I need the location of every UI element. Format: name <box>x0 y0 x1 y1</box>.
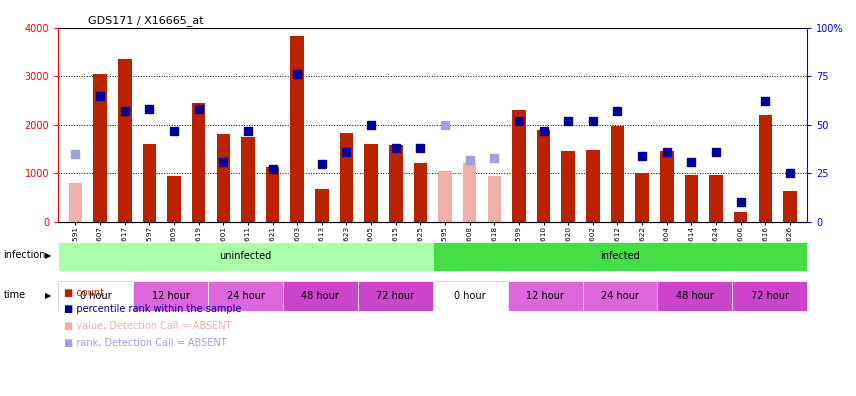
Bar <box>537 129 550 222</box>
Bar <box>586 150 600 222</box>
Bar <box>217 134 230 222</box>
Bar <box>660 151 674 222</box>
Text: infected: infected <box>600 251 639 261</box>
Text: infection: infection <box>3 250 46 261</box>
Bar <box>192 103 205 222</box>
Text: ▶: ▶ <box>45 291 51 299</box>
Text: ■ rank, Detection Call = ABSENT: ■ rank, Detection Call = ABSENT <box>64 337 227 348</box>
Bar <box>438 171 452 222</box>
Text: ■ count: ■ count <box>64 287 104 298</box>
Bar <box>365 144 377 222</box>
Text: ■ percentile rank within the sample: ■ percentile rank within the sample <box>64 304 241 314</box>
Bar <box>734 212 747 222</box>
Bar <box>413 163 427 222</box>
Text: 24 hour: 24 hour <box>601 291 639 301</box>
Text: 72 hour: 72 hour <box>377 291 414 301</box>
Text: GDS171 / X16665_at: GDS171 / X16665_at <box>88 15 204 27</box>
Bar <box>657 281 732 311</box>
Text: 0 hour: 0 hour <box>80 291 111 301</box>
Text: ■ value, Detection Call = ABSENT: ■ value, Detection Call = ABSENT <box>64 321 232 331</box>
Text: 48 hour: 48 hour <box>676 291 714 301</box>
Bar <box>290 36 304 222</box>
Text: 12 hour: 12 hour <box>526 291 564 301</box>
Bar <box>488 176 501 222</box>
Bar <box>512 110 526 222</box>
Bar <box>610 126 624 222</box>
Bar <box>282 281 358 311</box>
Bar <box>265 168 279 222</box>
Bar <box>432 281 508 311</box>
Text: time: time <box>3 290 26 300</box>
Bar <box>208 281 282 311</box>
Bar <box>358 281 433 311</box>
Text: uninfected: uninfected <box>219 251 271 261</box>
Bar <box>685 175 698 222</box>
Text: 24 hour: 24 hour <box>227 291 265 301</box>
Bar <box>340 133 354 222</box>
Bar <box>143 144 156 222</box>
Bar <box>508 281 582 311</box>
Bar <box>389 145 402 222</box>
Bar <box>68 183 82 222</box>
Bar <box>241 137 255 222</box>
Bar <box>432 242 807 271</box>
Text: 12 hour: 12 hour <box>152 291 189 301</box>
Bar <box>93 74 107 222</box>
Bar <box>167 176 181 222</box>
Bar <box>732 281 807 311</box>
Bar <box>635 173 649 222</box>
Text: 72 hour: 72 hour <box>751 291 788 301</box>
Bar <box>582 281 657 311</box>
Bar <box>315 189 329 222</box>
Text: 0 hour: 0 hour <box>455 291 486 301</box>
Text: ▶: ▶ <box>45 251 51 260</box>
Bar <box>783 191 797 222</box>
Text: 48 hour: 48 hour <box>301 291 339 301</box>
Bar <box>463 163 477 222</box>
Bar <box>758 115 772 222</box>
Bar <box>710 175 722 222</box>
Bar <box>134 281 208 311</box>
Bar <box>58 281 134 311</box>
Bar <box>58 242 432 271</box>
Bar <box>562 151 575 222</box>
Bar <box>118 59 132 222</box>
